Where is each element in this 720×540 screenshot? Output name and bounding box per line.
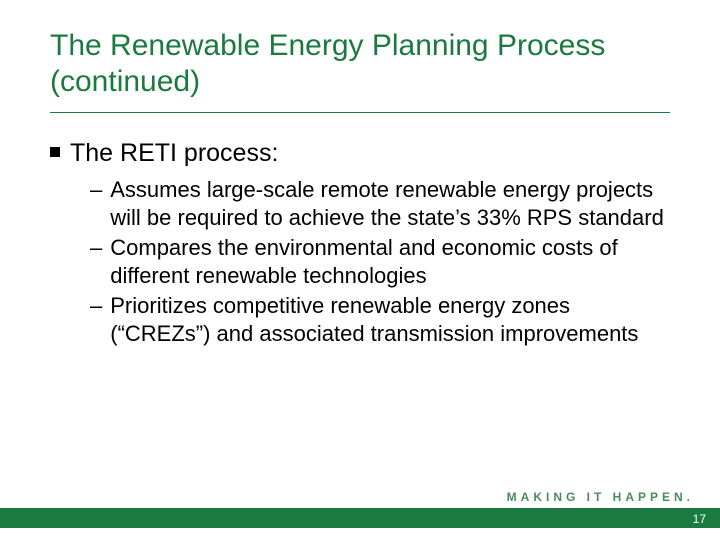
dash-icon: – bbox=[90, 176, 102, 204]
bullet-level2-text: Assumes large-scale remote renewable ene… bbox=[110, 176, 670, 232]
dash-icon: – bbox=[90, 234, 102, 262]
bullet-level1-text: The RETI process: bbox=[70, 137, 278, 170]
bullet-level2-text: Compares the environmental and economic … bbox=[110, 234, 670, 290]
footer-bar: 17 bbox=[0, 508, 720, 528]
footer-tagline: MAKING IT HAPPEN. bbox=[507, 490, 694, 504]
dash-icon: – bbox=[90, 292, 102, 320]
square-bullet-icon bbox=[50, 147, 60, 157]
bullet-level2: – Compares the environmental and economi… bbox=[90, 234, 670, 290]
slide: The Renewable Energy Planning Process (c… bbox=[0, 0, 720, 540]
sub-bullet-list: – Assumes large-scale remote renewable e… bbox=[50, 176, 670, 349]
page-number: 17 bbox=[693, 512, 706, 526]
bullet-level1: The RETI process: bbox=[50, 137, 670, 170]
slide-title: The Renewable Energy Planning Process (c… bbox=[50, 28, 670, 113]
bullet-level2-text: Prioritizes competitive renewable energy… bbox=[110, 292, 670, 348]
bullet-level2: – Assumes large-scale remote renewable e… bbox=[90, 176, 670, 232]
bullet-level2: – Prioritizes competitive renewable ener… bbox=[90, 292, 670, 348]
